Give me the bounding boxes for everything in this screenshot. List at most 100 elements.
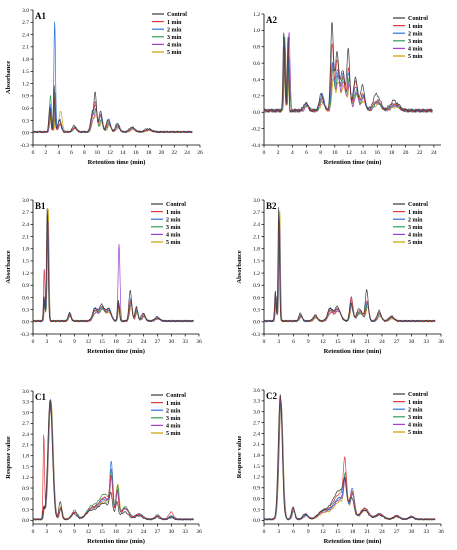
- x-tick-label: 24: [431, 150, 437, 156]
- x-tick-label: 27: [155, 339, 161, 345]
- legend-entry: Control: [408, 16, 428, 22]
- y-tick-label: 0.9: [253, 283, 260, 289]
- x-tick-label: 3: [45, 529, 48, 535]
- y-tick-label: 1.8: [22, 247, 29, 253]
- y-tick-label: 0.3: [22, 507, 29, 513]
- x-tick-label: 21: [365, 529, 371, 535]
- y-tick-label: 1.5: [22, 259, 29, 265]
- y-axis-label: Response value: [236, 436, 243, 479]
- y-tick-label: 2.4: [22, 32, 29, 38]
- y-tick-label: 0.9: [22, 283, 29, 289]
- x-tick-label: 36: [438, 339, 444, 345]
- y-tick-label: 0.9: [22, 94, 29, 100]
- legend-entry: 3 min: [408, 415, 423, 421]
- x-tick-label: 22: [417, 150, 423, 156]
- y-tick-label: 3.6: [253, 388, 260, 394]
- series-line-control: [263, 394, 436, 521]
- series-line-3-min: [32, 223, 194, 323]
- y-tick-label: 2.7: [22, 421, 29, 427]
- x-tick-label: 18: [113, 339, 119, 345]
- x-tick-label: 6: [305, 150, 308, 156]
- y-tick-label: 1.2: [253, 475, 260, 481]
- y-tick-label: 1.5: [253, 464, 260, 470]
- y-tick-label: 3.0: [22, 8, 29, 14]
- y-tick-label: 0.3: [22, 118, 29, 124]
- legend-entry: 4 min: [408, 423, 423, 429]
- x-tick-label: 0: [32, 529, 35, 535]
- panel-label: A2: [266, 15, 277, 25]
- y-tick-label: 1.8: [22, 57, 29, 63]
- x-tick-label: 20: [403, 150, 409, 156]
- series-line-control: [32, 208, 194, 323]
- y-tick-label: 1.2: [22, 271, 29, 277]
- panel-a1: 0 2 4 6 8 10 12 14 16 18 20 22 24 26-0.30.00.30.60.91…: [5, 8, 203, 166]
- panel-label: B2: [266, 201, 277, 211]
- legend-entry: Control: [408, 202, 428, 208]
- legend-entry: 4 min: [167, 43, 182, 49]
- y-tick-label: 2.7: [22, 210, 29, 216]
- y-tick-label: 1.8: [253, 453, 260, 459]
- y-tick-label: 0.3: [22, 307, 29, 313]
- x-tick-label: 9: [73, 339, 76, 345]
- x-tick-label: 10: [94, 150, 100, 156]
- series-line-control: [32, 85, 193, 134]
- y-tick-label: 0.0: [22, 320, 29, 326]
- x-tick-label: 12: [86, 339, 92, 345]
- legend-entry: Control: [166, 202, 186, 208]
- panel-c1: 0 3 6 9 12 15 18 21 24 27 30 33 360.00.30.60.91.21.5…: [5, 389, 202, 545]
- x-tick-label: 6: [59, 529, 62, 535]
- panel-a2: 0 2 4 6 8 10 12 14 16 18 20 22 24-0.4-0.20.00.20.40.…: [251, 12, 441, 166]
- x-axis-label: Retention time (min): [87, 348, 145, 355]
- panel-c2: 0 3 6 9 12 15 18 21 24 27 30 33 360.00.30.60.91.21.5…: [236, 388, 444, 545]
- legend-entry: 5 min: [167, 50, 182, 56]
- x-tick-label: 10: [332, 150, 338, 156]
- series-line-control: [263, 22, 433, 113]
- y-tick-label: 0.0: [253, 518, 260, 524]
- y-tick-label: 2.1: [22, 234, 29, 240]
- x-tick-label: 24: [141, 529, 147, 535]
- y-tick-label: 1.5: [253, 259, 260, 265]
- y-tick-label: 2.1: [253, 234, 260, 240]
- legend-entry: 3 min: [167, 35, 182, 41]
- x-tick-label: 15: [335, 339, 341, 345]
- x-tick-label: 18: [113, 529, 119, 535]
- y-tick-label: 3.3: [22, 400, 29, 406]
- x-tick-label: 12: [107, 150, 113, 156]
- x-axis-label: Retention time (min): [324, 538, 382, 545]
- y-tick-label: 2.1: [253, 442, 260, 448]
- legend-entry: 5 min: [166, 431, 181, 437]
- series-line-2-min: [263, 40, 433, 113]
- x-tick-label: 12: [86, 529, 92, 535]
- series-line-control: [263, 207, 436, 323]
- y-axis-label: Response value: [5, 436, 12, 479]
- x-tick-label: 3: [45, 339, 48, 345]
- x-tick-label: 3: [277, 529, 280, 535]
- x-axis-label: Retention time (min): [324, 348, 382, 355]
- x-tick-label: 12: [320, 339, 326, 345]
- x-tick-label: 33: [424, 339, 430, 345]
- y-tick-label: 0.6: [253, 295, 260, 301]
- y-tick-label: 2.4: [253, 222, 260, 228]
- x-tick-label: 6: [292, 339, 295, 345]
- y-tick-label: 2.4: [253, 431, 260, 437]
- y-tick-label: 2.7: [22, 20, 29, 26]
- legend-entry: 4 min: [166, 424, 181, 430]
- y-axis-label: Absorbance: [236, 250, 243, 283]
- x-tick-label: 33: [424, 529, 430, 535]
- y-tick-label: 0.0: [22, 131, 29, 137]
- x-tick-label: 18: [350, 529, 356, 535]
- y-axis-label: Absorbance: [5, 61, 12, 94]
- x-tick-label: 21: [127, 529, 133, 535]
- x-tick-label: 3: [277, 339, 280, 345]
- y-tick-label: 0.3: [253, 307, 260, 313]
- y-tick-label: 0.6: [253, 61, 260, 67]
- x-tick-label: 24: [141, 339, 147, 345]
- x-tick-label: 21: [127, 339, 133, 345]
- legend-entry: 4 min: [408, 233, 423, 239]
- x-tick-label: 21: [365, 339, 371, 345]
- y-tick-label: 0.2: [253, 94, 260, 100]
- x-axis-label: Retention time (min): [87, 538, 145, 545]
